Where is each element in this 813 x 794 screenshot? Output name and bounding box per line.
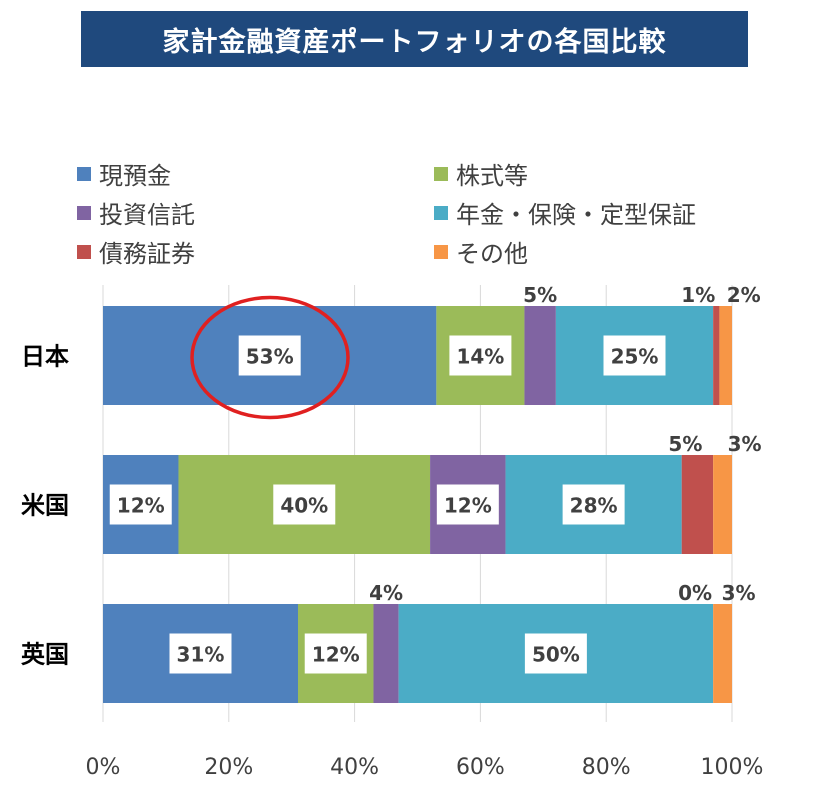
category-label-japan: 日本 [21,343,69,371]
data-label-japan-stocks: 14% [456,345,504,369]
category-label-usa: 米国 [21,492,69,520]
data-label-usa-other: 3% [728,432,762,456]
data-label-usa-pension-insurance: 28% [570,494,618,518]
data-label-japan-stocks-box [449,335,512,376]
legend-item-cash: 現預金 [77,156,171,191]
x-tick-label-1: 20% [204,755,253,780]
legend-label-pension-insurance: 年金・保険・定型保証 [456,201,696,229]
legend-label-other: その他 [456,240,528,268]
data-label-usa-stocks: 40% [280,494,328,518]
chart-title: 家計金融資産ポートフォリオの各国比較 [81,11,748,67]
data-label-uk-debt-securities: 0% [678,581,712,605]
highlight-circle [190,295,350,420]
data-label-uk-stocks-box [304,633,367,674]
data-label-usa-cash: 12% [117,494,165,518]
legend-item-debt-securities: 債務証券 [77,234,195,269]
data-label-usa-pension-insurance-box [562,484,625,525]
data-label-japan-debt-securities: 1% [681,283,715,307]
legend-label-investment-trust: 投資信託 [99,201,195,229]
legend-item-pension-insurance: 年金・保険・定型保証 [434,195,696,230]
x-tick-label-0: 0% [86,755,121,780]
legend-label-stocks: 株式等 [456,162,528,190]
data-label-japan-investment-trust: 5% [523,283,557,307]
data-label-japan-pension-insurance: 25% [611,345,659,369]
data-label-uk-pension-insurance: 50% [532,643,580,667]
bar-japan-other [719,306,732,405]
data-label-japan-pension-insurance-box [603,335,666,376]
bar-uk-investment-trust [373,604,399,703]
data-label-uk-investment-trust: 4% [369,581,403,605]
data-label-uk-pension-insurance-box [524,633,587,674]
data-label-uk-cash: 31% [177,643,225,667]
data-label-usa-investment-trust-box [436,484,499,525]
bar-japan-investment-trust [524,306,556,405]
bar-japan-debt-securities [713,306,720,405]
data-label-uk-stocks: 12% [312,643,360,667]
legend-swatch-debt-securities [77,244,91,259]
category-label-uk: 英国 [21,641,69,669]
x-tick-label-4: 80% [582,755,631,780]
bar-usa-other [713,455,732,554]
x-tick-label-3: 60% [456,755,505,780]
data-label-japan-cash-box [238,335,301,376]
x-tick-label-2: 40% [330,755,379,780]
legend-swatch-investment-trust [77,205,91,220]
legend-swatch-other [434,244,448,259]
legend-item-stocks: 株式等 [434,156,528,191]
data-label-japan-cash: 53% [246,345,294,369]
data-label-japan-other: 2% [727,283,761,307]
data-label-uk-cash-box [169,633,232,674]
legend-label-cash: 現預金 [99,162,171,190]
data-label-usa-cash-box [109,484,172,525]
legend-swatch-cash [77,166,91,181]
legend-item-investment-trust: 投資信託 [77,195,195,230]
bar-usa-debt-securities [681,455,714,554]
data-label-usa-stocks-box [273,484,336,525]
data-label-usa-investment-trust: 12% [444,494,492,518]
legend-swatch-stocks [434,166,448,181]
data-label-usa-debt-securities: 5% [668,432,702,456]
legend-item-other: その他 [434,234,528,269]
x-tick-label-5: 100% [701,755,764,780]
legend-swatch-pension-insurance [434,205,448,220]
legend-label-debt-securities: 債務証券 [99,240,195,268]
data-label-uk-other: 3% [722,581,756,605]
bar-uk-other [713,604,732,703]
